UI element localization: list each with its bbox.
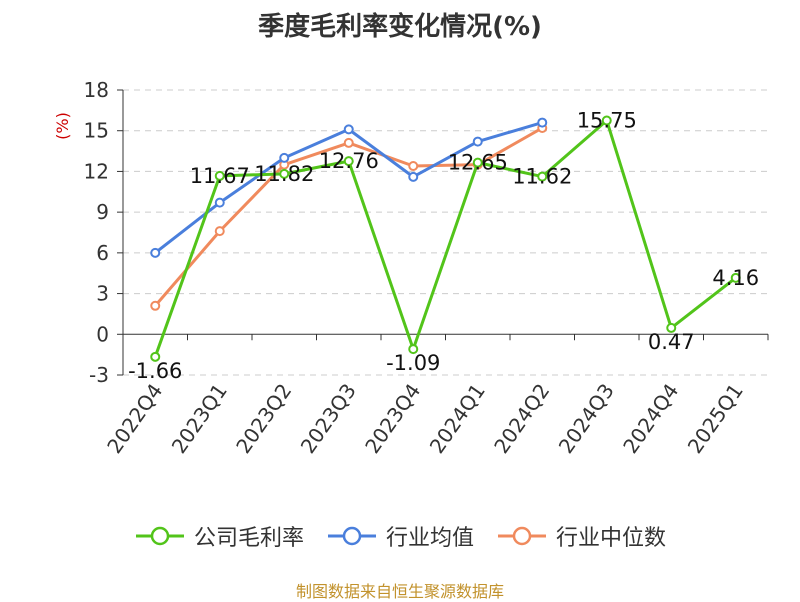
data-point[interactable] <box>279 152 290 163</box>
data-label: 11.67 <box>190 164 250 188</box>
y-tick-label: 3 <box>96 282 109 306</box>
source-note: 制图数据来自恒生聚源数据库 <box>295 582 504 601</box>
legend-item[interactable]: 行业中位数 <box>496 520 666 552</box>
data-point[interactable] <box>214 226 225 237</box>
x-tick-label: 2023Q3 <box>296 379 361 458</box>
data-label: -1.09 <box>386 351 440 375</box>
data-point[interactable] <box>150 300 161 311</box>
y-tick-label: 6 <box>96 241 109 265</box>
legend-label: 行业均值 <box>385 526 474 551</box>
legend-marker-icon <box>498 526 546 546</box>
chart-plot: (%) -3 0 3 6 9 12 15 18 2022Q4 2023Q1 2023Q2 2023Q3… <box>53 78 769 458</box>
x-tick-label: 2023Q1 <box>167 379 232 458</box>
data-point[interactable] <box>343 124 354 135</box>
data-point[interactable] <box>343 137 354 148</box>
data-point[interactable] <box>666 322 677 333</box>
x-tick-label: 2022Q4 <box>102 379 167 458</box>
data-point[interactable] <box>343 156 354 167</box>
x-tick-label: 2024Q3 <box>554 379 619 458</box>
data-point[interactable] <box>279 168 290 179</box>
x-tick-label: 2024Q1 <box>425 379 490 458</box>
legend-item[interactable]: 行业均值 <box>326 520 474 552</box>
x-tick-label: 2024Q2 <box>489 379 554 458</box>
chart-title: 季度毛利率变化情况(%) <box>258 12 542 42</box>
data-label: 4.16 <box>712 266 759 290</box>
y-tick-label: 18 <box>84 78 109 102</box>
data-point[interactable] <box>408 171 419 182</box>
data-point[interactable] <box>601 115 612 126</box>
data-label: 12.76 <box>319 149 379 173</box>
data-label: 12.65 <box>448 151 508 175</box>
data-label: -1.66 <box>128 359 182 383</box>
series-line <box>153 119 737 358</box>
data-point[interactable] <box>214 170 225 181</box>
data-label: 11.62 <box>512 165 572 189</box>
data-point[interactable] <box>537 117 548 128</box>
x-tick-label: 2025Q1 <box>683 379 748 458</box>
y-tick-label: -3 <box>89 363 109 387</box>
data-point[interactable] <box>472 157 483 168</box>
data-point[interactable] <box>537 171 548 182</box>
legend-label: 公司毛利率 <box>193 526 304 551</box>
data-point[interactable] <box>472 136 483 147</box>
legend: 公司毛利率 行业均值 行业中位数 <box>0 520 800 552</box>
data-point[interactable] <box>150 351 161 362</box>
y-tick-label: 15 <box>84 119 109 143</box>
y-tick-label: 0 <box>96 322 109 346</box>
x-tick-label: 2024Q4 <box>618 379 683 458</box>
data-point[interactable] <box>408 161 419 171</box>
y-tick-label: 9 <box>96 200 109 224</box>
data-point[interactable] <box>730 272 741 283</box>
data-label: 15.75 <box>577 109 637 133</box>
x-tick-label: 2023Q4 <box>360 379 425 458</box>
data-point[interactable] <box>214 197 225 208</box>
x-tick-label: 2023Q2 <box>231 379 296 458</box>
data-label: 11.82 <box>254 162 314 186</box>
legend-marker-icon <box>327 526 376 546</box>
legend-label: 行业中位数 <box>556 526 667 551</box>
data-point[interactable] <box>150 247 161 258</box>
data-point[interactable] <box>408 344 419 355</box>
legend-marker-icon <box>135 526 184 546</box>
data-label: 0.47 <box>648 330 695 354</box>
legend-item[interactable]: 公司毛利率 <box>134 520 304 552</box>
y-tick-label: 12 <box>84 159 109 183</box>
y-axis-label: (%) <box>53 112 72 140</box>
